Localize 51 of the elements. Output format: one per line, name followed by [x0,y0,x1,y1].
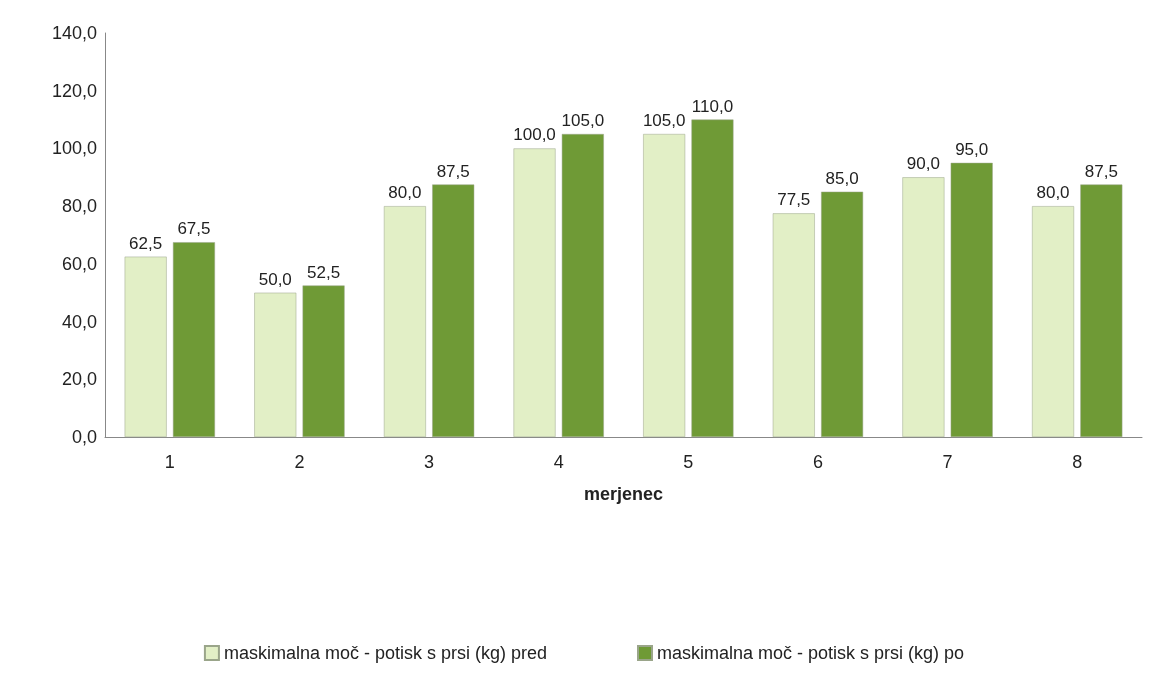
y-tick-label: 60,0 [61,253,97,274]
data-label: 62,5 [129,233,163,253]
x-tick-label: 8 [1072,452,1083,472]
bar [950,162,993,437]
data-label: 52,5 [307,262,341,282]
data-label: 80,0 [1036,183,1070,203]
y-tick-label: 40,0 [61,311,97,332]
bar [302,285,345,437]
bar [1080,184,1123,437]
x-tick-label: 2 [294,452,305,472]
y-tick-label: 140,0 [51,23,97,43]
data-label: 100,0 [513,125,556,145]
bar [691,119,734,437]
data-label: 87,5 [436,161,470,181]
data-label: 110,0 [691,96,734,116]
y-tick-label: 20,0 [61,369,97,390]
data-label: 90,0 [906,154,940,174]
bar [172,242,215,437]
y-tick-label: 100,0 [51,138,97,159]
legend-label: maskimalna moč - potisk s prsi (kg) po [657,643,965,663]
y-tick-label: 0,0 [71,427,97,447]
x-axis-title: merjenec [583,484,664,504]
x-tick-label: 7 [942,452,953,472]
x-tick-label: 3 [424,452,435,472]
x-tick-label: 5 [683,452,694,472]
x-tick-label: 1 [164,452,175,472]
data-label: 80,0 [388,183,422,203]
bar [254,292,297,437]
y-tick-label: 80,0 [61,196,97,217]
x-tick-label: 4 [553,452,564,472]
data-label: 77,5 [777,190,811,210]
bar [432,184,475,437]
data-label: 95,0 [955,139,989,159]
bar [561,134,604,437]
bar [821,191,864,437]
bar [902,177,945,437]
legend-label: maskimalna moč - potisk s prsi (kg) pred [223,643,548,663]
data-label: 85,0 [825,168,859,188]
bar [383,206,426,437]
bar [643,134,686,437]
data-label: 105,0 [642,111,686,130]
bar [513,148,556,437]
data-label: 50,0 [258,269,292,289]
x-tick-label: 6 [812,452,823,472]
bar [124,256,167,437]
y-tick-label: 120,0 [51,80,97,101]
data-label: 87,5 [1084,161,1118,181]
data-label: 105,0 [561,111,605,130]
data-label: 67,5 [177,219,211,239]
bar [1032,206,1075,437]
bar [772,213,815,437]
